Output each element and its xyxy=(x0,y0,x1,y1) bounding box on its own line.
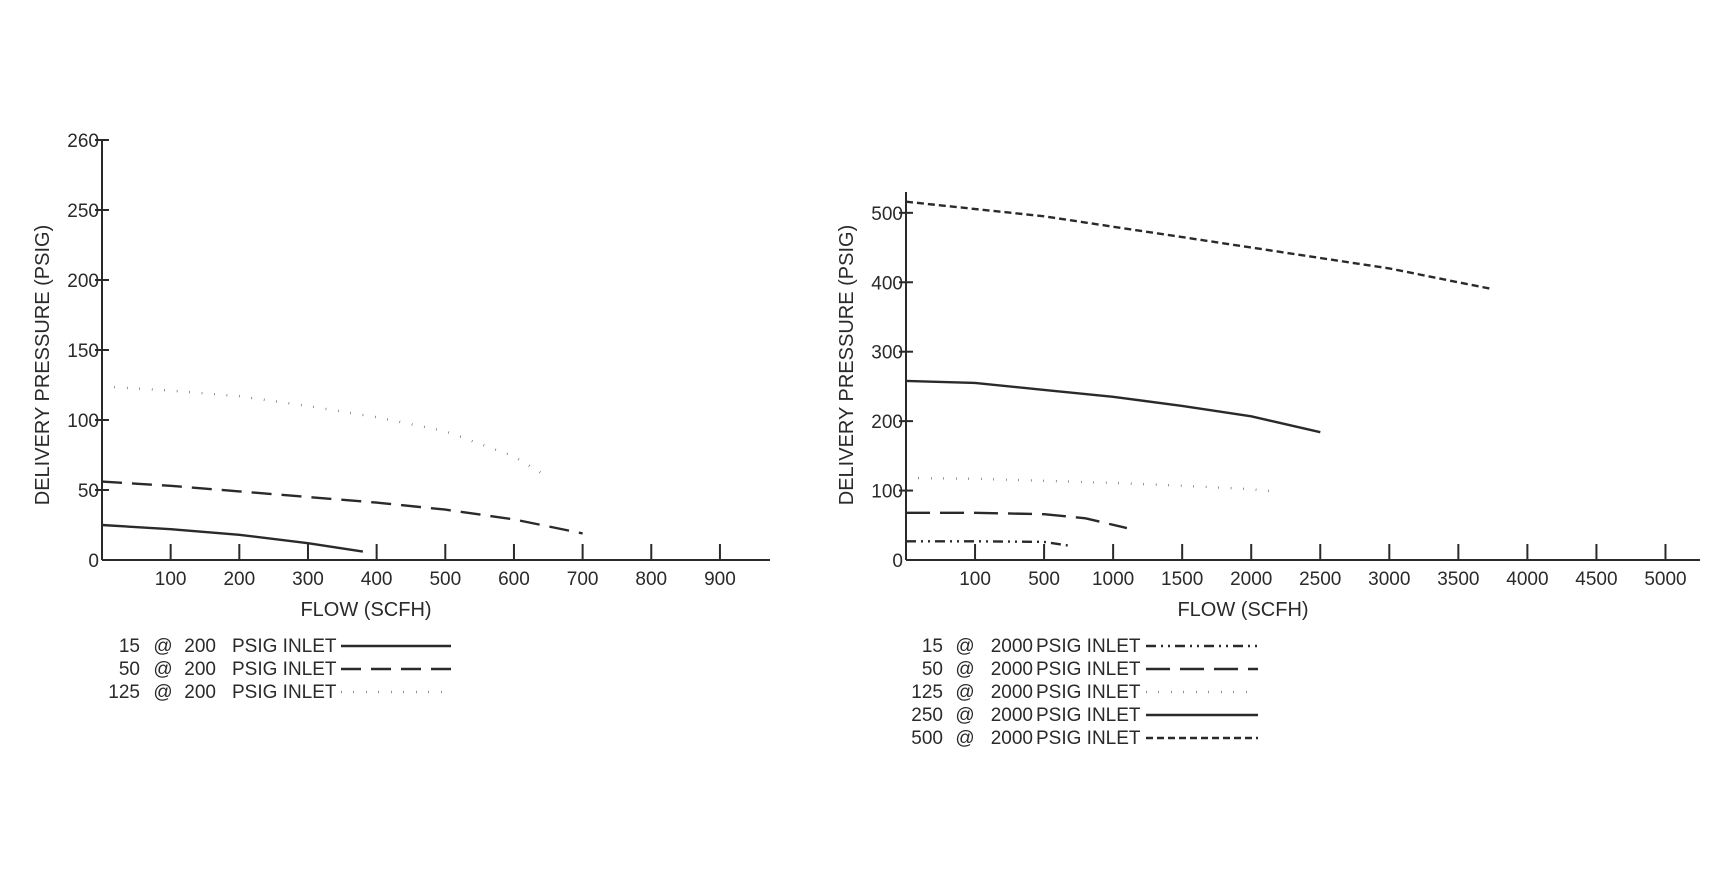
x-tick-label: 600 xyxy=(498,569,530,590)
legend-label: PSIG INLET xyxy=(1036,728,1141,749)
x-tick-label: 500 xyxy=(429,569,461,590)
legend-label: 200 xyxy=(184,659,216,680)
series-line-longdash xyxy=(906,511,1128,530)
legend-label: 2000 xyxy=(991,705,1033,726)
y-tick-label: 300 xyxy=(871,343,903,364)
y-axis-title: DELIVERY PRESSURE (PSIG) xyxy=(32,225,54,505)
y-tick-label: 0 xyxy=(88,551,99,572)
x-tick-label: 800 xyxy=(635,569,667,590)
y-tick-label: 500 xyxy=(871,204,903,225)
legend-label: PSIG INLET xyxy=(232,636,337,657)
series-line-dashed xyxy=(101,480,583,535)
legend-label: 2000 xyxy=(991,728,1033,749)
x-tick-label: 1000 xyxy=(1092,569,1134,590)
y-axis-title: DELIVERY PRESSURE (PSIG) xyxy=(836,225,858,505)
legend-label: 15 xyxy=(119,636,140,657)
x-tick-label: 300 xyxy=(292,569,324,590)
x-tick-label: 1500 xyxy=(1161,569,1203,590)
legend-label: @ xyxy=(955,659,974,680)
legend-label: PSIG INLET xyxy=(1036,682,1141,703)
legend-label: PSIG INLET xyxy=(1036,705,1141,726)
legend-label: 2000 xyxy=(991,682,1033,703)
y-tick-label: 100 xyxy=(871,482,903,503)
series-line-solid xyxy=(905,379,1321,434)
legend-label: PSIG INLET xyxy=(1036,659,1141,680)
legend-label: 50 xyxy=(922,659,943,680)
legend-label: @ xyxy=(955,682,974,703)
legend-label: 500 xyxy=(911,728,943,749)
y-tick-label: 150 xyxy=(67,341,99,362)
y-tick-label: 200 xyxy=(67,271,99,292)
legend-label: 200 xyxy=(184,682,216,703)
x-tick-label: 400 xyxy=(361,569,393,590)
legend-label: @ xyxy=(955,636,974,657)
y-tick-label: 250 xyxy=(67,201,99,222)
x-tick-label: 4000 xyxy=(1506,569,1548,590)
x-tick-label: 2000 xyxy=(1230,569,1272,590)
legend-label: 2000 xyxy=(991,636,1033,657)
legend-label: PSIG INLET xyxy=(232,659,337,680)
legend-label: 250 xyxy=(911,705,943,726)
x-tick-label: 500 xyxy=(1028,569,1060,590)
x-tick-label: 2500 xyxy=(1299,569,1341,590)
x-tick-label: 200 xyxy=(223,569,255,590)
legend-label: 125 xyxy=(108,682,140,703)
legend-label: PSIG INLET xyxy=(1036,636,1141,657)
legend-label: 50 xyxy=(119,659,140,680)
chart-1: 100 200 300 400 500 600 700 800 9000501001502002… xyxy=(32,131,770,703)
x-tick-label: 3000 xyxy=(1368,569,1410,590)
series-line-solid xyxy=(101,523,364,553)
x-axis-title: FLOW (SCFH) xyxy=(300,599,431,621)
legend-label: @ xyxy=(153,682,172,703)
x-axis-title: FLOW (SCFH) xyxy=(1177,599,1308,621)
legend-label: PSIG INLET xyxy=(232,682,337,703)
y-tick-label: 400 xyxy=(871,273,903,294)
legend-label: 2000 xyxy=(991,659,1033,680)
series-line-dotted xyxy=(905,476,1279,494)
legend-label: 15 xyxy=(922,636,943,657)
legend-label: @ xyxy=(955,728,974,749)
y-tick-label: 0 xyxy=(892,551,903,572)
x-tick-label: 3500 xyxy=(1437,569,1479,590)
chart-2: 100 500 1000 1500 2000 2500 3000 3500 4000 4500 50… xyxy=(836,192,1700,749)
x-tick-label: 900 xyxy=(704,569,736,590)
legend-label: @ xyxy=(153,636,172,657)
series-line-dotted xyxy=(101,385,549,479)
x-tick-label: 100 xyxy=(959,569,991,590)
y-tick-label: 50 xyxy=(78,481,99,502)
legend-label: @ xyxy=(955,705,974,726)
legend-label: 200 xyxy=(184,636,216,657)
x-tick-label: 700 xyxy=(567,569,599,590)
x-tick-label: 5000 xyxy=(1644,569,1686,590)
y-tick-label: 100 xyxy=(67,411,99,432)
y-tick-label: 200 xyxy=(871,412,903,433)
y-tick-label: 260 xyxy=(67,131,99,152)
x-tick-label: 4500 xyxy=(1575,569,1617,590)
x-tick-label: 100 xyxy=(155,569,187,590)
series-line-dashdotdot xyxy=(906,540,1072,548)
legend-label: 125 xyxy=(911,682,943,703)
legend-label: @ xyxy=(153,659,172,680)
series-line-shortdash xyxy=(905,200,1494,291)
